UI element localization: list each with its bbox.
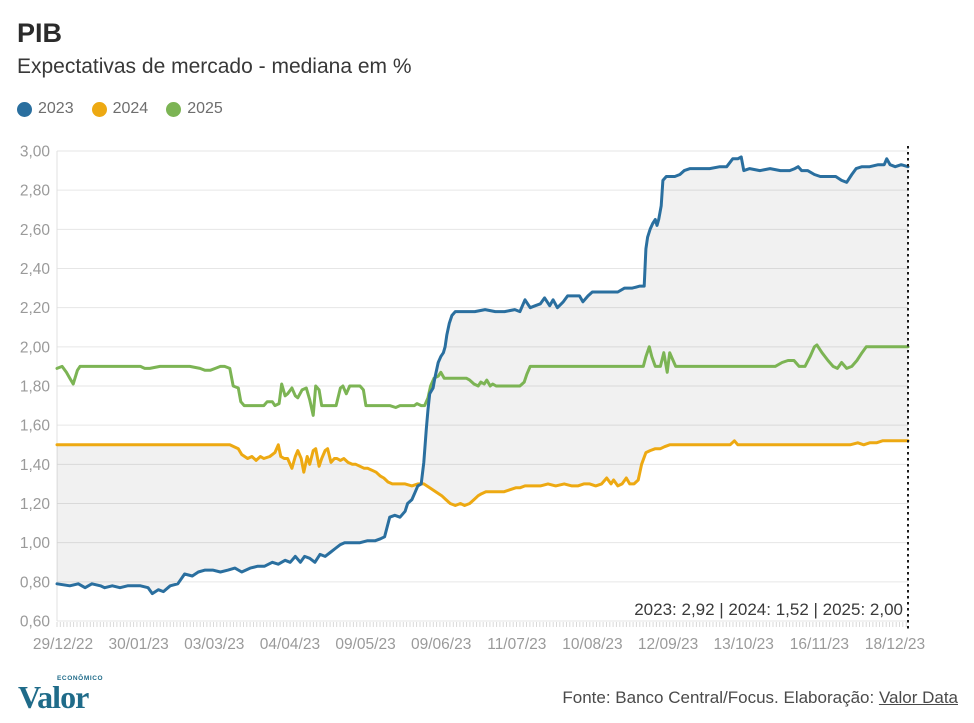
source-credit: Fonte: Banco Central/Focus. Elaboração: … xyxy=(562,688,958,708)
series-line-2023 xyxy=(55,155,910,596)
x-axis-tick-label: 04/04/23 xyxy=(260,636,320,653)
y-axis-tick-label: 2,00 xyxy=(20,339,51,356)
y-axis-tick-label: 3,00 xyxy=(20,144,51,161)
valor-data-link[interactable]: Valor Data xyxy=(878,688,958,707)
series-line-2025 xyxy=(55,343,910,417)
legend-item-2025[interactable]: 2025 xyxy=(166,100,223,118)
legend-dot-2025 xyxy=(166,101,182,117)
x-axis-tick-label: 29/12/22 xyxy=(33,636,93,653)
legend-label-2025: 2025 xyxy=(187,100,223,117)
source-text: Fonte: Banco Central/Focus. Elaboração: xyxy=(562,688,879,707)
y-axis-tick-label: 1,60 xyxy=(20,418,51,435)
page-title: PIB xyxy=(17,18,63,48)
band-2023-2024 xyxy=(57,156,908,594)
x-axis-tick-label: 18/12/23 xyxy=(865,636,925,653)
x-axis-minor-ticks xyxy=(56,622,907,627)
x-axis-tick-label: 03/03/23 xyxy=(184,636,244,653)
y-axis-tick-label: 2,40 xyxy=(20,261,51,278)
y-axis-tick-label: 0,80 xyxy=(20,574,51,591)
y-axis-tick-label: 2,80 xyxy=(20,183,51,200)
y-axis-tick-label: 1,20 xyxy=(20,496,51,513)
y-axis-tick-label: 1,80 xyxy=(20,379,51,396)
x-axis-tick-label: 30/01/23 xyxy=(108,636,168,653)
x-axis-tick-label: 13/10/23 xyxy=(714,636,774,653)
page-subtitle: Expectativas de mercado - mediana em % xyxy=(17,55,412,78)
legend-label-2024: 2024 xyxy=(112,100,149,117)
x-axis-tick-label: 12/09/23 xyxy=(638,636,698,653)
legend-label-2023: 2023 xyxy=(38,100,74,117)
legend-item-2023[interactable]: 2023 xyxy=(17,100,74,118)
x-axis-tick-label: 09/05/23 xyxy=(335,636,395,653)
legend-dot-2023 xyxy=(17,101,32,117)
legend-item-2024[interactable]: 2024 xyxy=(91,100,149,118)
x-axis-tick-label: 16/11/23 xyxy=(790,636,849,653)
x-axis-tick-label: 10/08/23 xyxy=(562,636,622,653)
valor-logo-main: Valor xyxy=(18,679,89,715)
y-axis-tick-label: 1,40 xyxy=(20,457,51,474)
x-axis-tick-label: 11/07/23 xyxy=(487,636,546,653)
y-axis-tick-label: 2,20 xyxy=(20,300,51,317)
y-axis-tick-label: 0,60 xyxy=(20,614,51,631)
x-axis-tick-label: 09/06/23 xyxy=(411,636,471,653)
valor-logo-sub: econômico xyxy=(57,675,104,682)
latest-values-annotation: 2023: 2,92 | 2024: 1,52 | 2025: 2,00 xyxy=(634,600,903,619)
legend: 2023 2024 2025 xyxy=(17,100,223,118)
y-axis-tick-label: 2,60 xyxy=(20,222,51,239)
y-axis-tick-label: 1,00 xyxy=(20,535,51,552)
valor-logo[interactable]: econômico Valor xyxy=(18,674,128,716)
legend-dot-2024 xyxy=(91,101,107,117)
series-line-2024 xyxy=(55,439,910,507)
